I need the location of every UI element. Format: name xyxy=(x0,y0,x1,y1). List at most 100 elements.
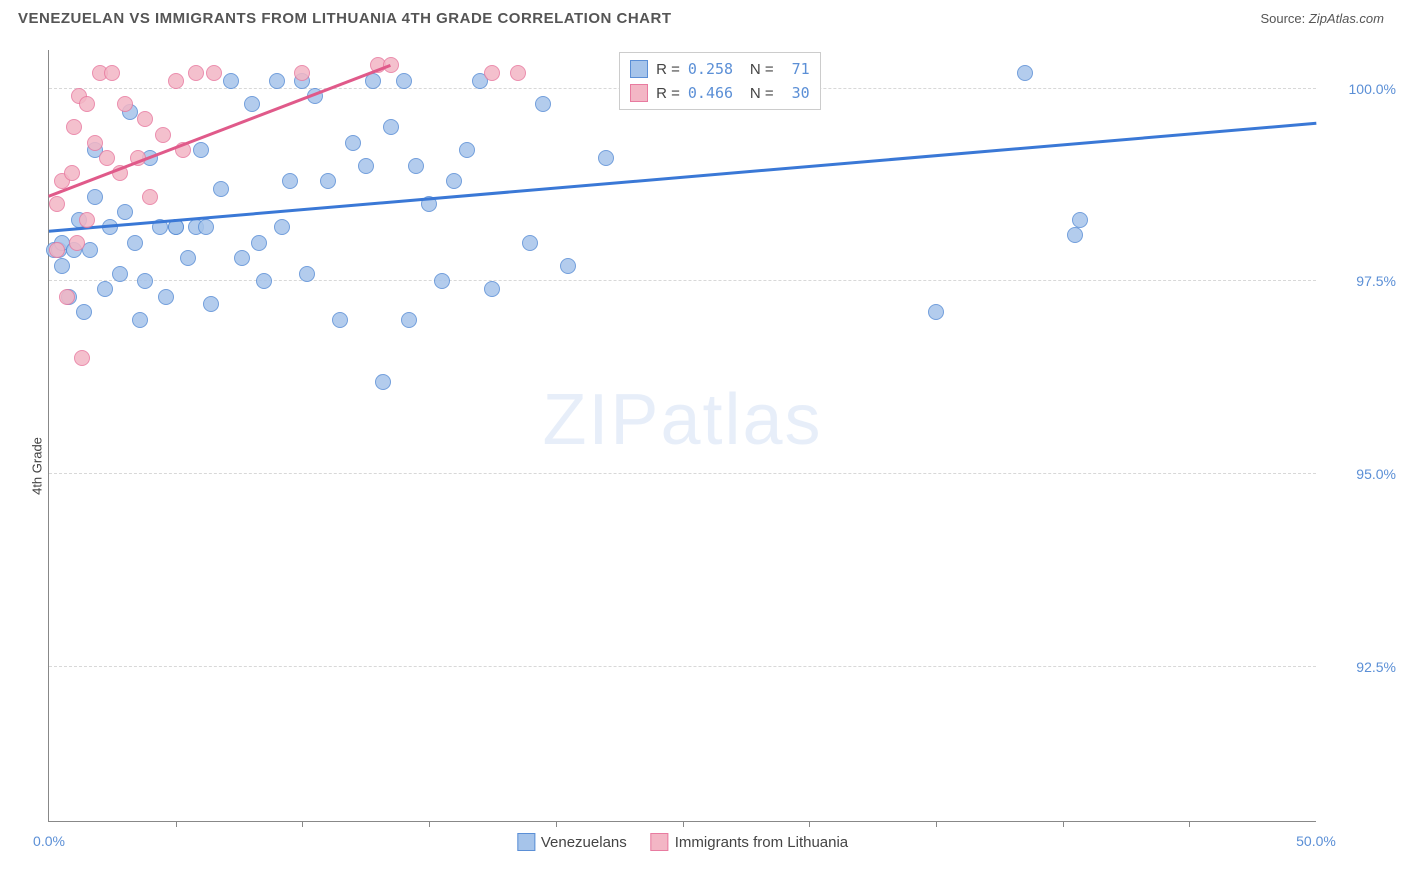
trend-line xyxy=(48,64,391,197)
source-label: Source: ZipAtlas.com xyxy=(1260,11,1384,26)
trend-line xyxy=(49,122,1316,232)
data-point xyxy=(193,142,209,158)
data-point xyxy=(446,173,462,189)
data-point xyxy=(256,273,272,289)
data-point xyxy=(396,73,412,89)
data-point xyxy=(117,204,133,220)
data-point xyxy=(928,304,944,320)
data-point xyxy=(180,250,196,266)
data-point xyxy=(87,135,103,151)
x-tick-mark xyxy=(176,821,177,827)
x-tick-mark xyxy=(936,821,937,827)
legend-label: Venezuelans xyxy=(541,834,627,851)
data-point xyxy=(1072,212,1088,228)
legend-correlation: R =0.258N =71R =0.466N =30 xyxy=(619,52,821,110)
data-point xyxy=(332,312,348,328)
data-point xyxy=(269,73,285,89)
data-point xyxy=(49,242,65,258)
plot-area: ZIPatlas 92.5%95.0%97.5%100.0%0.0%50.0%R… xyxy=(48,50,1316,822)
data-point xyxy=(54,258,70,274)
data-point xyxy=(294,65,310,81)
data-point xyxy=(158,289,174,305)
data-point xyxy=(127,235,143,251)
data-point xyxy=(112,266,128,282)
source-link[interactable]: ZipAtlas.com xyxy=(1309,11,1384,26)
x-tick-label: 0.0% xyxy=(33,833,65,849)
y-tick-label: 100.0% xyxy=(1326,81,1396,97)
legend-row: R =0.258N =71 xyxy=(630,57,810,81)
data-point xyxy=(375,374,391,390)
data-point xyxy=(79,212,95,228)
data-point xyxy=(188,65,204,81)
legend-label: Immigrants from Lithuania xyxy=(675,834,848,851)
data-point xyxy=(408,158,424,174)
y-axis-label: 4th Grade xyxy=(29,437,44,495)
gridline-h xyxy=(49,473,1316,474)
data-point xyxy=(206,65,222,81)
data-point xyxy=(484,281,500,297)
data-point xyxy=(59,289,75,305)
data-point xyxy=(66,119,82,135)
data-point xyxy=(383,119,399,135)
data-point xyxy=(99,150,115,166)
legend-swatch xyxy=(517,833,535,851)
watermark: ZIPatlas xyxy=(542,379,822,461)
x-tick-mark xyxy=(556,821,557,827)
data-point xyxy=(598,150,614,166)
data-point xyxy=(213,181,229,197)
x-tick-mark xyxy=(1063,821,1064,827)
x-tick-mark xyxy=(429,821,430,827)
y-tick-label: 95.0% xyxy=(1326,466,1396,482)
data-point xyxy=(76,304,92,320)
data-point xyxy=(49,196,65,212)
data-point xyxy=(79,96,95,112)
data-point xyxy=(155,127,171,143)
data-point xyxy=(510,65,526,81)
data-point xyxy=(560,258,576,274)
data-point xyxy=(484,65,500,81)
data-point xyxy=(203,296,219,312)
x-tick-label: 50.0% xyxy=(1296,833,1336,849)
data-point xyxy=(459,142,475,158)
data-point xyxy=(434,273,450,289)
data-point xyxy=(251,235,267,251)
data-point xyxy=(142,189,158,205)
data-point xyxy=(64,165,80,181)
data-point xyxy=(234,250,250,266)
data-point xyxy=(401,312,417,328)
data-point xyxy=(522,235,538,251)
chart-title: VENEZUELAN VS IMMIGRANTS FROM LITHUANIA … xyxy=(18,10,672,27)
legend-item: Immigrants from Lithuania xyxy=(651,833,848,851)
gridline-h xyxy=(49,666,1316,667)
data-point xyxy=(74,350,90,366)
x-tick-mark xyxy=(1189,821,1190,827)
legend-swatch xyxy=(651,833,669,851)
legend-series: Venezuelans Immigrants from Lithuania xyxy=(517,833,848,851)
y-tick-label: 92.5% xyxy=(1326,659,1396,675)
data-point xyxy=(104,65,120,81)
data-point xyxy=(87,189,103,205)
data-point xyxy=(1067,227,1083,243)
data-point xyxy=(198,219,214,235)
gridline-h xyxy=(49,280,1316,281)
data-point xyxy=(223,73,239,89)
data-point xyxy=(282,173,298,189)
data-point xyxy=(137,273,153,289)
x-tick-mark xyxy=(302,821,303,827)
data-point xyxy=(365,73,381,89)
data-point xyxy=(299,266,315,282)
y-tick-label: 97.5% xyxy=(1326,273,1396,289)
data-point xyxy=(69,235,85,251)
data-point xyxy=(535,96,551,112)
legend-swatch xyxy=(630,84,648,102)
data-point xyxy=(168,73,184,89)
data-point xyxy=(244,96,260,112)
data-point xyxy=(274,219,290,235)
x-tick-mark xyxy=(809,821,810,827)
x-tick-mark xyxy=(683,821,684,827)
data-point xyxy=(117,96,133,112)
data-point xyxy=(358,158,374,174)
chart-container: 4th Grade ZIPatlas 92.5%95.0%97.5%100.0%… xyxy=(0,40,1406,892)
data-point xyxy=(1017,65,1033,81)
legend-item: Venezuelans xyxy=(517,833,627,851)
